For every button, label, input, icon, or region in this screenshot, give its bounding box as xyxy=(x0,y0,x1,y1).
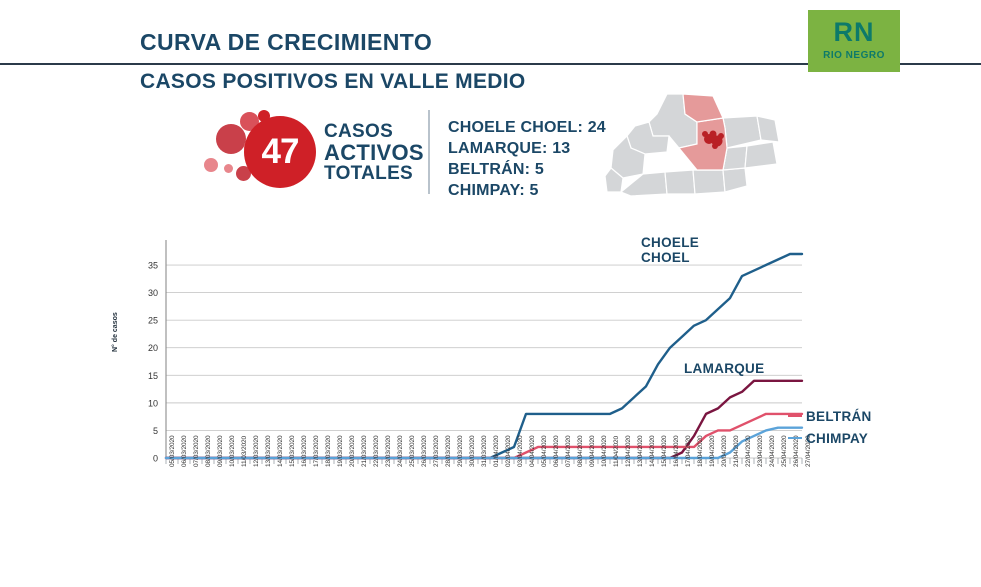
chart-x-tick: 17/03/2020 xyxy=(313,435,320,467)
chart-x-tick: 24/03/2020 xyxy=(397,435,404,467)
chart-x-tick: 15/03/2020 xyxy=(289,435,296,467)
chart-x-tick: 30/03/2020 xyxy=(469,435,476,467)
chart-x-tick: 10/03/2020 xyxy=(229,435,236,467)
chart-y-tick: 30 xyxy=(148,288,158,298)
chart-x-tick: 03/04/2020 xyxy=(517,435,524,467)
chart-y-tick: 35 xyxy=(148,261,158,271)
chart-x-tick: 20/04/2020 xyxy=(721,435,728,467)
chart-x-tick: 16/03/2020 xyxy=(301,435,308,467)
growth-curve-chart: 0 5 10 15 20 25 30 35 xyxy=(148,240,804,464)
region-map xyxy=(604,92,790,200)
chart-y-tick: 10 xyxy=(148,398,158,408)
chart-x-tick: 02/04/2020 xyxy=(505,435,512,467)
list-item: CHIMPAY: 5 xyxy=(448,182,539,199)
chart-x-tick: 21/04/2020 xyxy=(733,435,740,467)
chart-x-tick: 19/03/2020 xyxy=(337,435,344,467)
chart-x-tick: 06/03/2020 xyxy=(181,435,188,467)
chart-x-tick: 12/03/2020 xyxy=(253,435,260,467)
chart-x-tick: 04/04/2020 xyxy=(529,435,536,467)
chart-x-tick: 11/04/2020 xyxy=(613,435,620,467)
header-divider xyxy=(0,63,981,65)
chart-x-tick: 01/04/2020 xyxy=(493,435,500,467)
chart-x-tick: 17/04/2020 xyxy=(685,435,692,467)
chart-x-tick: 18/03/2020 xyxy=(325,435,332,467)
chart-x-tick: 23/03/2020 xyxy=(385,435,392,467)
list-item: LAMARQUE: 13 xyxy=(448,140,571,157)
chart-y-tick: 15 xyxy=(148,371,158,381)
map-svg xyxy=(604,93,780,197)
chart-x-tick: 24/04/2020 xyxy=(769,435,776,467)
chart-x-tick: 22/04/2020 xyxy=(745,435,752,467)
active-cases-label: CASOS ACTIVOS TOTALES xyxy=(324,121,424,184)
chart-x-tick: 26/04/2020 xyxy=(793,435,800,467)
chart-x-tick: 25/03/2020 xyxy=(409,435,416,467)
chart-x-tick: 07/04/2020 xyxy=(565,435,572,467)
series-line-chimpay xyxy=(164,426,804,460)
active-cases-count: 47 xyxy=(261,132,300,171)
rio-negro-logo: RN RIO NEGRO xyxy=(808,10,900,72)
chart-x-tick: 09/03/2020 xyxy=(217,435,224,467)
series-annotation-beltran: BELTRÁN xyxy=(806,409,872,424)
list-item: CHOELE CHOEL: 24 xyxy=(448,119,606,136)
series-annotation-choele-choel: CHOELE CHOEL xyxy=(641,235,699,265)
chart-y-tick: 5 xyxy=(153,426,158,436)
legend-swatch-chimpay xyxy=(788,437,802,440)
chart-x-tick: 09/04/2020 xyxy=(589,435,596,467)
chart-x-tick: 16/04/2020 xyxy=(673,435,680,467)
chart-x-tick: 28/03/2020 xyxy=(445,435,452,467)
chart-x-tick: 27/03/2020 xyxy=(433,435,440,467)
chart-x-tick: 13/04/2020 xyxy=(637,435,644,467)
annotation-line: CHOEL xyxy=(641,250,690,265)
chart-x-tick: 18/04/2020 xyxy=(697,435,704,467)
legend-swatch-beltran xyxy=(788,415,802,418)
chart-x-tick: 25/04/2020 xyxy=(781,435,788,467)
active-cases-label-line3: TOTALES xyxy=(324,163,414,184)
chart-x-tick: 08/04/2020 xyxy=(577,435,584,467)
chart-x-tick: 20/03/2020 xyxy=(349,435,356,467)
annotation-line: CHOELE xyxy=(641,235,700,250)
chart-x-tick: 21/03/2020 xyxy=(361,435,368,467)
chart-x-tick: 15/04/2020 xyxy=(661,435,668,467)
chart-x-tick: 29/03/2020 xyxy=(457,435,464,467)
chart-x-tick: 07/03/2020 xyxy=(193,435,200,467)
chart-x-tick: 22/03/2020 xyxy=(373,435,380,467)
series-annotation-lamarque: LAMARQUE xyxy=(684,361,765,376)
chart-x-tick: 23/04/2020 xyxy=(757,435,764,467)
chart-x-tick: 10/04/2020 xyxy=(601,435,608,467)
logo-mark: RN xyxy=(833,17,875,47)
chart-y-tick: 25 xyxy=(148,316,158,326)
series-annotation-chimpay: CHIMPAY xyxy=(806,431,869,446)
chart-y-tick: 20 xyxy=(148,343,158,353)
chart-x-tick: 19/04/2020 xyxy=(709,435,716,467)
chart-x-tick: 31/03/2020 xyxy=(481,435,488,467)
chart-y-tick: 0 xyxy=(153,454,158,464)
page-title: CURVA DE CRECIMIENTO xyxy=(140,29,433,55)
active-cases-label-line2: ACTIVOS xyxy=(324,140,424,165)
logo-name: RIO NEGRO xyxy=(823,50,885,61)
chart-x-tick: 13/03/2020 xyxy=(265,435,272,467)
chart-x-tick: 08/03/2020 xyxy=(205,435,212,467)
list-item: BELTRÁN: 5 xyxy=(448,161,544,178)
chart-x-tick: 06/04/2020 xyxy=(553,435,560,467)
page-subtitle: CASOS POSITIVOS EN VALLE MEDIO xyxy=(140,70,526,93)
chart-x-tick: 05/03/2020 xyxy=(169,435,176,467)
city-case-list: CHOELE CHOEL: 24 LAMARQUE: 13 BELTRÁN: 5… xyxy=(448,117,606,201)
active-cases-circle xyxy=(244,116,316,188)
chart-x-tick: 26/03/2020 xyxy=(421,435,428,467)
chart-x-tick: 14/04/2020 xyxy=(649,435,656,467)
chart-x-tick: 14/03/2020 xyxy=(277,435,284,467)
chart-x-tick: 12/04/2020 xyxy=(625,435,632,467)
active-cases-label-line1: CASOS xyxy=(324,121,394,142)
chart-x-tick: 11/03/2020 xyxy=(241,435,248,467)
summary-divider xyxy=(428,110,430,194)
chart-x-tick: 05/04/2020 xyxy=(541,435,548,467)
